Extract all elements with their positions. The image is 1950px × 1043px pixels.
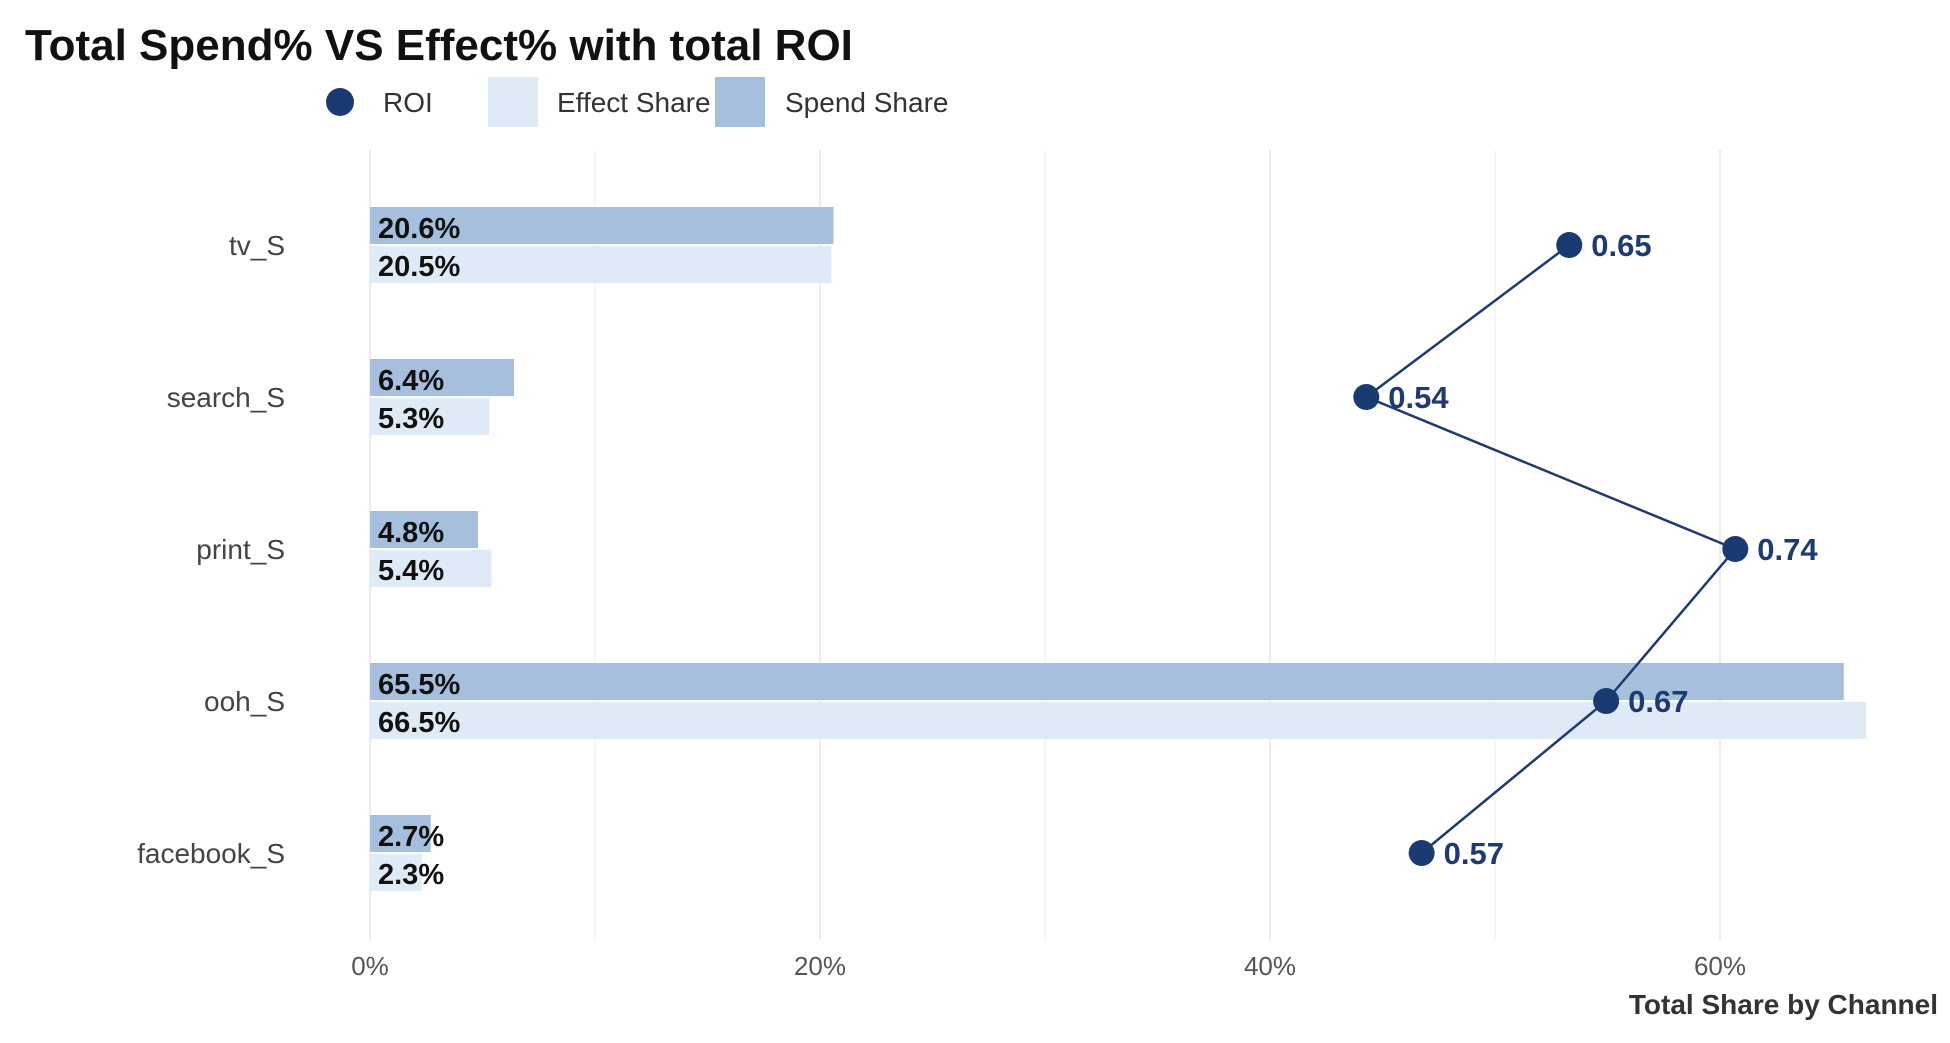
effect-share-label: 20.5% (378, 251, 460, 283)
legend-spend-share-swatch (715, 77, 765, 127)
chart-title: Total Spend% VS Effect% with total ROI (25, 21, 853, 70)
roi-value-label: 0.67 (1628, 684, 1688, 719)
spend-share-bar (370, 359, 514, 396)
category-labels: tv_S search_S print_S ooh_S facebook_S (137, 230, 285, 869)
roi-point (1556, 232, 1583, 258)
spend-share-bar (370, 815, 431, 852)
roi-point (1593, 688, 1620, 714)
legend-roi-marker (326, 88, 354, 116)
x-tick-label: 20% (794, 951, 846, 981)
effect-share-label: 5.3% (378, 403, 444, 435)
spend-share-label: 6.4% (378, 365, 444, 397)
x-tick-label: 40% (1244, 951, 1296, 981)
roi-value-label: 0.57 (1444, 836, 1504, 871)
effect-share-label: 66.5% (378, 707, 460, 739)
roi-value-label: 0.74 (1757, 532, 1818, 567)
tick-labels: 0% 20% 40% 60% (351, 951, 1746, 981)
effect-share-bar (370, 854, 422, 891)
x-axis-title: Total Share by Channel (1629, 989, 1938, 1020)
spend-share-label: 20.6% (378, 213, 460, 245)
spend-share-label: 2.7% (378, 821, 444, 853)
roi-point (1722, 536, 1749, 562)
bar-labels: 20.6% 20.5% 6.4% 5.3% 4.8% 5.4% 65.5% 66.5% 2.7%… (378, 213, 460, 891)
spend-share-bar (370, 511, 478, 548)
x-tick-label: 60% (1694, 951, 1746, 981)
effect-share-label: 5.4% (378, 555, 444, 587)
category-label: ooh_S (204, 686, 285, 717)
roi-line (1363, 243, 1738, 854)
effect-share-label: 2.3% (378, 859, 444, 891)
spend-share-label: 65.5% (378, 669, 460, 701)
legend-effect-share-swatch (488, 77, 538, 127)
category-label: tv_S (229, 230, 285, 261)
legend-label: Effect Share (557, 87, 711, 118)
category-label: print_S (196, 534, 285, 565)
roi-point (1353, 384, 1380, 410)
x-tick-label: 0% (351, 951, 389, 981)
roi-point (1408, 840, 1435, 866)
legend-label: Spend Share (785, 87, 948, 118)
category-label: facebook_S (137, 838, 285, 869)
category-label: search_S (167, 382, 285, 413)
legend-label: ROI (383, 87, 433, 118)
effect-share-bar (370, 550, 492, 587)
effect-share-bar (370, 398, 490, 435)
effect-share-bar (370, 246, 832, 283)
legend: ROI Effect Share Spend Share (326, 77, 948, 127)
roi-value-label: 0.65 (1591, 228, 1651, 263)
roi-layer: 0.65 0.54 0.74 0.67 0.57 (1353, 228, 1818, 871)
spend-share-bar (370, 207, 834, 244)
spend-share-label: 4.8% (378, 517, 444, 549)
roi-value-label: 0.54 (1388, 380, 1449, 415)
